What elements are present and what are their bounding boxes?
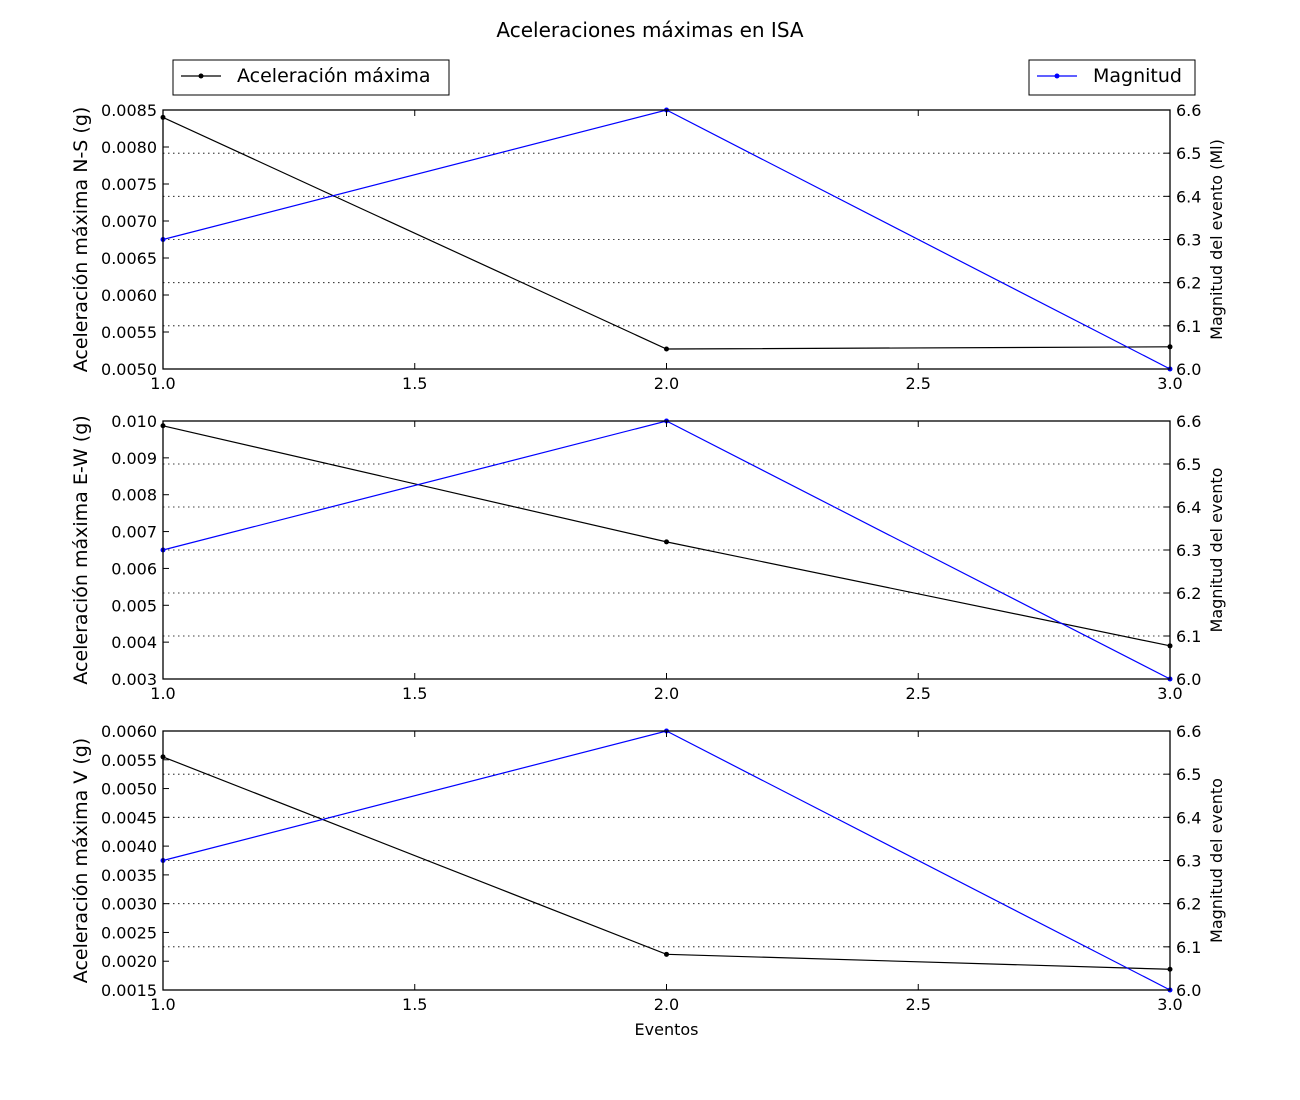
x-tick-label: 2.0 [654, 995, 679, 1014]
data-point-acceleration [664, 346, 669, 352]
y-right-tick-label: 6.0 [1176, 981, 1201, 1000]
y-right-axis-label: Magnitud del evento [1207, 468, 1226, 633]
legend-right: Magnitud [1028, 59, 1196, 96]
y-left-tick-label: 0.0045 [101, 808, 157, 827]
y-right-tick-label: 6.4 [1176, 498, 1201, 517]
y-left-tick-label: 0.0080 [101, 138, 157, 157]
y-left-tick-label: 0.0055 [101, 323, 157, 342]
y-left-tick-label: 0.0070 [101, 212, 157, 231]
y-right-tick-label: 6.4 [1176, 187, 1201, 206]
y-left-tick-label: 0.0050 [101, 360, 157, 379]
y-left-tick-label: 0.0035 [101, 866, 157, 885]
y-left-axis-label: Aceleración máxima E-W (g) [70, 415, 92, 684]
y-right-tick-label: 6.2 [1176, 895, 1201, 914]
x-tick-label: 3.0 [1157, 684, 1182, 703]
y-left-tick-label: 0.009 [111, 449, 157, 468]
panels: 1.0 1.5 2.0 2.5 3.0 0.0050 0.0055 0.0060 0.0065 0… [70, 101, 1226, 1014]
y-left-axis-label: Aceleración máxima N-S (g) [70, 107, 92, 373]
legend-left-frame [172, 59, 450, 96]
x-tick-label: 3.0 [1157, 995, 1182, 1014]
x-tick-label: 1.5 [402, 684, 427, 703]
x-tick-label: 1.5 [402, 995, 427, 1014]
y-right-tick-label: 6.4 [1176, 808, 1201, 827]
x-tick-label: 1.5 [402, 374, 427, 393]
y-left-tick-label: 0.0055 [101, 751, 157, 770]
y-right-tick-label: 6.1 [1176, 627, 1201, 646]
x-tick-label: 2.5 [906, 684, 931, 703]
y-left-tick-label: 0.0030 [101, 895, 157, 914]
y-right-tick-label: 6.6 [1176, 722, 1201, 741]
y-right-tick-label: 6.5 [1176, 144, 1201, 163]
panel-2: 1.0 1.5 2.0 2.5 3.0 0.003 0.004 0.005 0.006 0.007… [70, 412, 1226, 703]
x-tick-label: 2.5 [906, 995, 931, 1014]
x-tick-label: 2.0 [654, 684, 679, 703]
y-right-tick-label: 6.6 [1176, 101, 1201, 120]
y-left-tick-label: 0.006 [111, 559, 157, 578]
legend-left: Aceleración máxima [172, 59, 450, 96]
y-left-tick-label: 0.010 [111, 412, 157, 431]
x-tick-label: 2.0 [654, 374, 679, 393]
y-left-tick-label: 0.0020 [101, 952, 157, 971]
y-left-tick-label: 0.0060 [101, 286, 157, 305]
y-left-tick-label: 0.008 [111, 486, 157, 505]
y-left-tick-label: 0.0060 [101, 722, 157, 741]
y-right-tick-label: 6.5 [1176, 455, 1201, 474]
y-right-tick-label: 6.1 [1176, 938, 1201, 957]
y-right-tick-label: 6.6 [1176, 412, 1201, 431]
y-left-axis-label: Aceleración máxima V (g) [70, 738, 92, 983]
y-left-tick-label: 0.0015 [101, 981, 157, 1000]
y-left-tick-label: 0.007 [111, 523, 157, 542]
chart-title: Aceleraciones máximas en ISA [496, 18, 803, 42]
y-right-tick-label: 6.3 [1176, 231, 1201, 250]
x-tick-label: 3.0 [1157, 374, 1182, 393]
y-left-tick-label: 0.005 [111, 596, 157, 615]
data-point-acceleration [664, 951, 669, 957]
y-left-tick-label: 0.0025 [101, 923, 157, 942]
x-tick-label: 1.0 [150, 995, 175, 1014]
y-right-tick-label: 6.2 [1176, 584, 1201, 603]
legend-left-marker [198, 73, 204, 79]
legend-left-label: Aceleración máxima [237, 65, 430, 87]
y-right-tick-label: 6.3 [1176, 541, 1201, 560]
y-right-tick-label: 6.1 [1176, 317, 1201, 336]
x-tick-label: 1.0 [150, 684, 175, 703]
x-tick-label: 2.5 [906, 374, 931, 393]
y-left-tick-label: 0.003 [111, 670, 157, 689]
y-right-tick-label: 6.2 [1176, 274, 1201, 293]
data-point-acceleration [664, 539, 669, 545]
y-right-tick-label: 6.5 [1176, 765, 1201, 784]
y-right-tick-label: 6.0 [1176, 670, 1201, 689]
y-left-tick-label: 0.0085 [101, 101, 157, 120]
y-right-axis-label: Magnitud del evento (Ml) [1207, 139, 1226, 340]
x-tick-label: 1.0 [150, 374, 175, 393]
panel-3: 1.0 1.5 2.0 2.5 3.0 0.0015 0.0020 0.0025 0.0030 0… [70, 722, 1226, 1014]
legend-right-label: Magnitud [1093, 65, 1182, 87]
y-right-tick-label: 6.0 [1176, 360, 1201, 379]
y-right-axis-label: Magnitud del evento [1207, 778, 1226, 943]
y-left-tick-label: 0.0040 [101, 837, 157, 856]
y-left-tick-label: 0.0065 [101, 249, 157, 268]
legend-right-marker [1054, 73, 1060, 79]
y-right-tick-label: 6.3 [1176, 852, 1201, 871]
y-left-tick-label: 0.0050 [101, 780, 157, 799]
y-left-tick-label: 0.004 [111, 633, 157, 652]
panel-1: 1.0 1.5 2.0 2.5 3.0 0.0050 0.0055 0.0060 0.0065 0… [70, 101, 1226, 393]
x-axis-label: Eventos [635, 1020, 699, 1039]
y-left-tick-label: 0.0075 [101, 175, 157, 194]
